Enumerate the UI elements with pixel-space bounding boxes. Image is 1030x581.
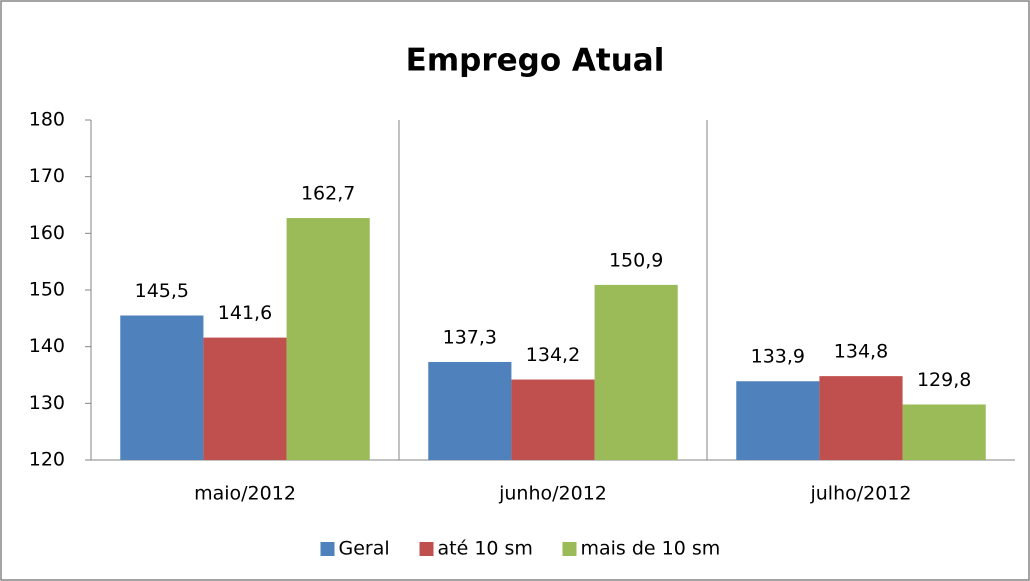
value-label: 141,6	[218, 302, 272, 324]
bar	[594, 284, 678, 460]
bar	[819, 376, 903, 460]
y-tick-label: 160	[29, 222, 65, 244]
x-tick-label: maio/2012	[194, 483, 296, 505]
x-tick-label: junho/2012	[498, 483, 607, 505]
legend-label: até 10 sm	[438, 538, 533, 560]
value-label: 129,8	[917, 369, 971, 391]
bar	[511, 379, 595, 460]
value-label: 145,5	[135, 280, 189, 302]
x-tick-label: julho/2012	[809, 483, 911, 505]
y-tick-label: 150	[29, 279, 65, 301]
legend-swatch	[320, 542, 335, 556]
chart-title: Emprego Atual	[406, 43, 665, 79]
bar	[902, 404, 986, 460]
bar	[428, 361, 512, 460]
value-label: 133,9	[751, 346, 805, 368]
bar	[736, 381, 820, 460]
value-label: 137,3	[443, 326, 497, 348]
y-tick-label: 180	[29, 109, 65, 131]
bar	[203, 337, 287, 460]
value-label: 150,9	[609, 249, 663, 271]
value-label: 134,2	[526, 344, 580, 366]
y-tick-label: 120	[29, 449, 65, 471]
legend-swatch	[562, 542, 577, 556]
legend-label: mais de 10 sm	[581, 538, 721, 560]
y-tick-label: 130	[29, 392, 65, 414]
y-tick-label: 140	[29, 335, 65, 357]
value-label: 134,8	[834, 341, 888, 363]
y-tick-label: 170	[29, 165, 65, 187]
value-label: 162,7	[301, 183, 355, 205]
bar	[120, 315, 204, 460]
legend-swatch	[419, 542, 434, 556]
bar	[286, 218, 370, 460]
legend-label: Geral	[339, 538, 390, 560]
